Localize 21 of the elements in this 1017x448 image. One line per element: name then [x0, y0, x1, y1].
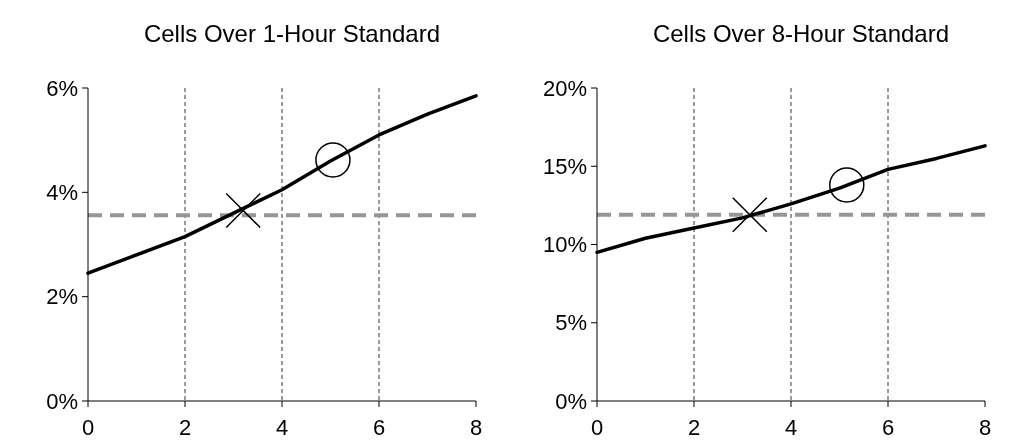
chart-title: Cells Over 8-Hour Standard: [652, 20, 950, 47]
x-tick-label: 2: [687, 415, 701, 440]
x-tick-label: 0: [590, 415, 604, 440]
y-tick-label: 4%: [46, 180, 78, 206]
x-tick-label: 4: [784, 415, 798, 440]
y-tick-label: 20%: [542, 75, 587, 101]
y-tick-label: 0%: [555, 388, 587, 414]
y-tick-label: 15%: [542, 153, 587, 179]
x-tick-label: 8: [469, 415, 483, 440]
y-tick-label: 5%: [555, 310, 587, 336]
y-tick-label: 10%: [542, 232, 587, 258]
y-tick-label: 2%: [46, 284, 78, 310]
x-tick-label: 6: [881, 415, 895, 440]
y-tick-label: 0%: [46, 388, 78, 414]
chart-title: Cells Over 1-Hour Standard: [143, 20, 441, 47]
x-tick-label: 2: [178, 415, 192, 440]
x-tick-label: 0: [81, 415, 95, 440]
x-tick-label: 6: [372, 415, 386, 440]
x-tick-label: 4: [275, 415, 289, 440]
x-tick-label: 8: [978, 415, 992, 440]
y-tick-label: 6%: [46, 75, 78, 101]
